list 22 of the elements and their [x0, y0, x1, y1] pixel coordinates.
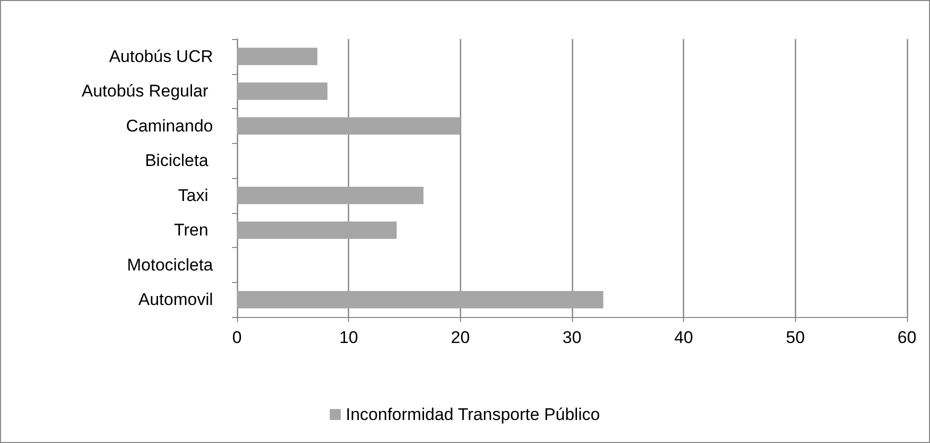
y-tick-label: Bicicleta	[144, 151, 213, 170]
y-tick-label: Tren	[174, 220, 213, 240]
y-tick-label: Taxi	[178, 186, 213, 205]
y-tick-label: Automovil	[138, 290, 213, 310]
bar	[237, 117, 460, 135]
bar	[237, 48, 318, 66]
x-tick-label: 60	[898, 328, 916, 347]
x-tick-label: 40	[674, 328, 694, 347]
x-tick-label: 50	[786, 328, 805, 347]
bar	[237, 221, 397, 239]
bar	[237, 290, 604, 308]
x-tick-label: 30	[562, 328, 582, 347]
y-tick-label: Autobús Regular	[82, 82, 213, 101]
x-tick-label: 0	[232, 328, 242, 347]
x-tick-label: 10	[339, 328, 358, 347]
bar	[237, 186, 424, 204]
y-tick-label: Motocicleta	[127, 255, 214, 274]
legend-label: Inconformidad Transporte Público	[346, 405, 600, 424]
x-tick-label: 20	[450, 328, 470, 347]
y-tick-label: Caminando	[126, 116, 213, 136]
y-tick-label: Autobús UCR	[109, 46, 213, 66]
bar	[237, 82, 328, 100]
